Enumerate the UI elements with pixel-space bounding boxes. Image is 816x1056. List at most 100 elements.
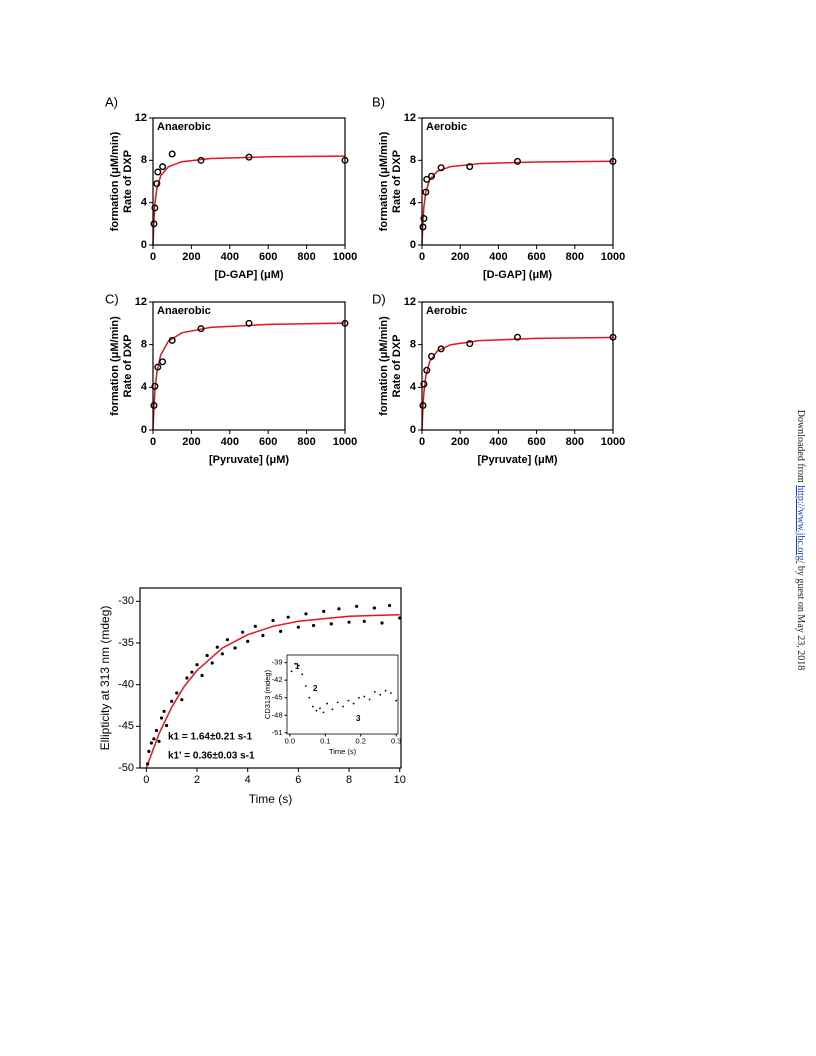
x-tick-label: 200 [451,251,469,263]
data-point [215,645,219,649]
data-point [428,352,436,360]
data-point [347,699,350,702]
data-point [319,707,321,710]
data-point [175,691,179,695]
data-point [150,220,158,228]
data-point [466,163,474,171]
data-point [422,188,430,196]
chart-title: Aerobic [426,121,467,133]
x-tick-label: 0 [419,251,425,263]
data-point [395,699,398,702]
x-axis-label: [Pyruvate] (μM) [477,454,557,466]
x-tick-label: 1000 [601,251,625,263]
data-point [162,709,166,713]
y-tick-label: 12 [404,112,416,124]
y-tick-label: -35 [118,637,134,649]
y-tick-label: 0 [141,424,147,436]
data-point [261,633,265,638]
data-point [419,223,427,231]
data-point [195,663,199,667]
data-point [168,150,176,158]
x-tick-label: 600 [527,251,545,263]
x-tick-label: 0 [150,251,156,263]
data-point [190,670,194,674]
data-point [308,696,311,699]
data-point [380,621,384,625]
fit-curve [421,336,614,431]
x-tick-label: 600 [527,436,545,448]
data-point [286,615,290,619]
annotation: 1 [295,662,300,671]
y-tick-label: -45 [272,693,283,702]
y-tick-label: 12 [404,296,416,308]
data-point [205,653,209,658]
data-point [301,673,304,676]
fit-curve [421,160,614,246]
y-tick-label: 12 [135,112,147,124]
side-note-link[interactable]: http://www.jbc.org/ [795,485,806,563]
y-axis-label: Rate of DXP [391,150,403,213]
data-point [290,670,293,673]
data-point [159,358,167,366]
data-point [253,624,257,628]
data-point [150,401,158,409]
data-point [165,723,169,728]
data-point [210,661,214,665]
data-point [311,623,316,628]
data-point [149,741,154,745]
annotation: 2 [313,684,318,693]
y-tick-label: -48 [272,710,283,719]
data-point [151,204,159,212]
x-tick-label: 1000 [333,251,357,263]
x-tick-label: 0.2 [356,736,366,745]
x-tick-label: 1000 [333,436,357,448]
data-point [420,380,428,388]
data-point [514,157,522,165]
x-tick-label: 10 [394,774,406,786]
inset-background [287,655,398,734]
data-point [154,728,159,733]
panel-label: C) [105,291,119,306]
panel-label: D) [372,291,386,306]
data-point [147,749,151,753]
x-tick-label: 6 [295,774,301,786]
data-point [428,172,436,180]
x-tick-label: 0.3 [391,736,401,745]
y-axis-label: formation (μM/min) [109,131,121,231]
data-point [154,168,162,176]
side-note-part: by guest on May 23, 2018 [795,563,806,670]
data-point [315,709,318,712]
data-point [423,366,431,374]
y-tick-label: 4 [410,197,417,209]
x-tick-label: 0.0 [285,736,295,745]
data-point [304,612,308,616]
x-axis-label: [Pyruvate] (μM) [209,454,289,466]
y-tick-label: 4 [141,381,148,393]
y-tick-label: -30 [118,595,134,607]
data-point [336,701,339,704]
data-point [246,639,250,643]
data-point [419,401,427,409]
data-point [514,333,522,341]
plot-frame [152,301,346,431]
data-point [168,336,176,344]
x-tick-label: 400 [489,436,507,448]
data-point [245,319,253,327]
data-point [279,629,283,633]
data-point [326,702,328,705]
data-point [329,622,333,626]
data-point [358,696,360,699]
y-tick-label: 8 [410,339,416,351]
x-axis-label: Time (s) [249,792,293,806]
data-point [322,711,325,714]
y-axis-label: Rate of DXP [122,150,134,213]
y-tick-label: -51 [272,728,283,737]
x-tick-label: 200 [451,436,469,448]
x-tick-label: 2 [194,774,200,786]
data-point [296,625,300,629]
x-axis-label: [D-GAP] (μM) [214,269,283,281]
x-tick-label: 8 [346,774,352,786]
data-point [352,702,355,705]
